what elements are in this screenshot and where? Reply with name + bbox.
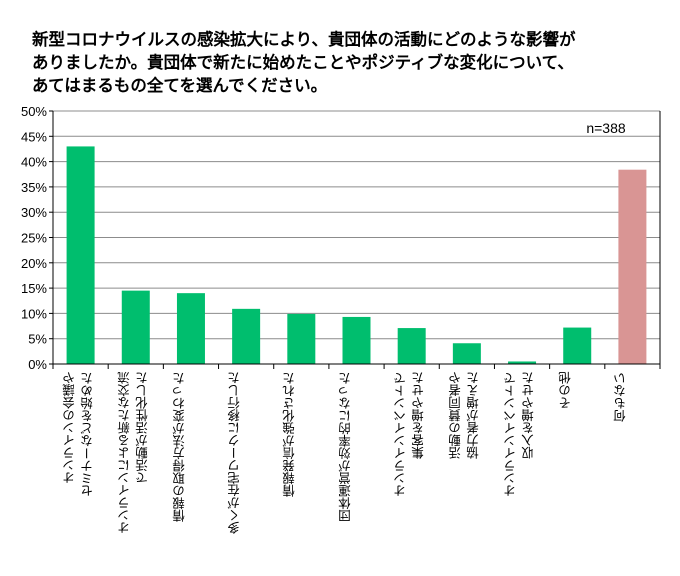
y-tick-label: 15% xyxy=(21,281,47,296)
sample-size-annotation: n=388 xyxy=(586,120,626,136)
bar xyxy=(232,308,261,364)
bar xyxy=(397,328,426,364)
bar xyxy=(342,316,371,364)
x-tick-label: 団体運営が効率的になった xyxy=(337,372,353,522)
bar xyxy=(452,343,481,364)
bar xyxy=(176,293,205,364)
x-tick-label: 何もない xyxy=(613,372,629,422)
bar xyxy=(508,361,537,364)
x-tick-label: 情報の取得方法が変わった xyxy=(171,372,187,522)
x-tick-label: その他 xyxy=(558,372,574,410)
bar xyxy=(121,290,150,364)
x-tick-label: オンラインによる新たな交流 で活動が活性化した xyxy=(116,372,150,535)
chart-title: 新型コロナウイルスの感染拡大により、貴団体の活動にどのような影響が ありましたか… xyxy=(32,30,576,95)
bar xyxy=(618,169,647,364)
x-tick-label: 多くが在宅ワークに移行した xyxy=(227,372,243,535)
x-tick-label: 情報発信が強化された xyxy=(282,372,298,497)
bar xyxy=(287,313,316,364)
bar xyxy=(563,327,592,364)
y-tick-label: 0% xyxy=(28,357,47,372)
y-tick-label: 5% xyxy=(28,332,47,347)
y-tick-label: 25% xyxy=(21,231,47,246)
y-tick-label: 10% xyxy=(21,306,47,321)
y-tick-label: 20% xyxy=(21,256,47,271)
bar xyxy=(66,146,95,364)
y-tick-label: 40% xyxy=(21,155,47,170)
x-tick-label: 活動の賛同者や 協力者が増えた xyxy=(447,372,481,460)
y-tick-label: 45% xyxy=(21,129,47,144)
y-tick-label: 35% xyxy=(21,180,47,195)
x-tick-label: オンラインイベントで 収入を増やせた xyxy=(503,372,537,497)
y-tick-label: 50% xyxy=(21,104,47,119)
y-tick-label: 30% xyxy=(21,205,47,220)
x-tick-label: オンラインイベントで 集客を増やせた xyxy=(392,372,426,497)
x-tick-label: オンラインの会議や セミナーなどを始めた xyxy=(61,372,95,497)
